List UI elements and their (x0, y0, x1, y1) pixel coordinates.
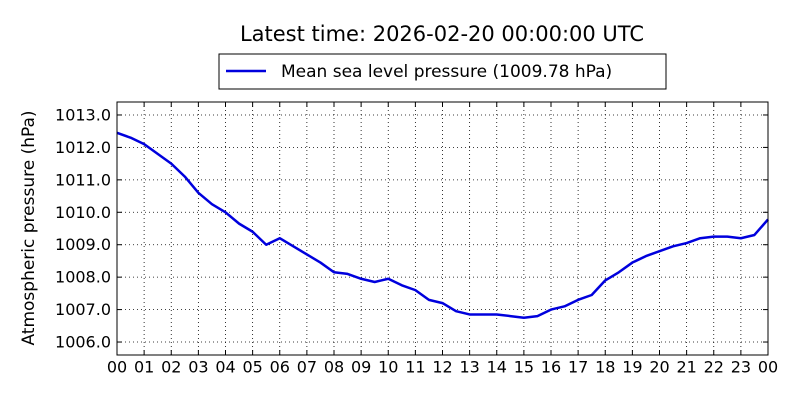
x-tick-label: 19 (622, 358, 642, 377)
x-tick-label: 18 (595, 358, 615, 377)
legend-label: Mean sea level pressure (1009.78 hPa) (281, 62, 612, 82)
x-tick-label: 20 (649, 358, 669, 377)
legend-box (218, 53, 667, 90)
y-tick-label: 1006.0 (55, 333, 111, 352)
y-tick-label: 1007.0 (55, 300, 111, 319)
plot-frame (116, 101, 769, 356)
x-tick-label: 04 (215, 358, 235, 377)
x-tick-label: 03 (188, 358, 208, 377)
x-tick-label: 02 (161, 358, 181, 377)
x-tick-label: 14 (487, 358, 507, 377)
y-tick-label: 1012.0 (55, 138, 111, 157)
x-tick-label: 06 (270, 358, 290, 377)
x-tick-label: 08 (324, 358, 344, 377)
x-tick-label: 22 (704, 358, 724, 377)
x-tick-label: 12 (432, 358, 452, 377)
x-tick-label: 13 (459, 358, 479, 377)
chart-title: Latest time: 2026-02-20 00:00:00 UTC (240, 22, 644, 46)
y-tick-label: 1010.0 (55, 203, 111, 222)
x-tick-label: 17 (568, 358, 588, 377)
x-tick-label: 11 (405, 358, 425, 377)
x-tick-label: 05 (242, 358, 262, 377)
x-tick-label: 10 (378, 358, 398, 377)
x-tick-label: 00 (107, 358, 127, 377)
x-tick-label: 00 (758, 358, 778, 377)
x-tick-label: 21 (676, 358, 696, 377)
x-tick-label: 01 (134, 358, 154, 377)
y-tick-label: 1009.0 (55, 235, 111, 254)
y-tick-label: 1013.0 (55, 105, 111, 124)
x-tick-label: 23 (731, 358, 751, 377)
x-tick-label: 16 (541, 358, 561, 377)
y-axis-label: Atmospheric pressure (hPa) (19, 110, 39, 345)
data-line (116, 131, 769, 319)
y-tick-label: 1008.0 (55, 268, 111, 287)
y-tick-label: 1011.0 (55, 170, 111, 189)
x-tick-label: 15 (514, 358, 534, 377)
x-tick-label: 07 (297, 358, 317, 377)
legend: Mean sea level pressure (1009.78 hPa) (218, 53, 667, 90)
x-tick-label: 09 (351, 358, 371, 377)
